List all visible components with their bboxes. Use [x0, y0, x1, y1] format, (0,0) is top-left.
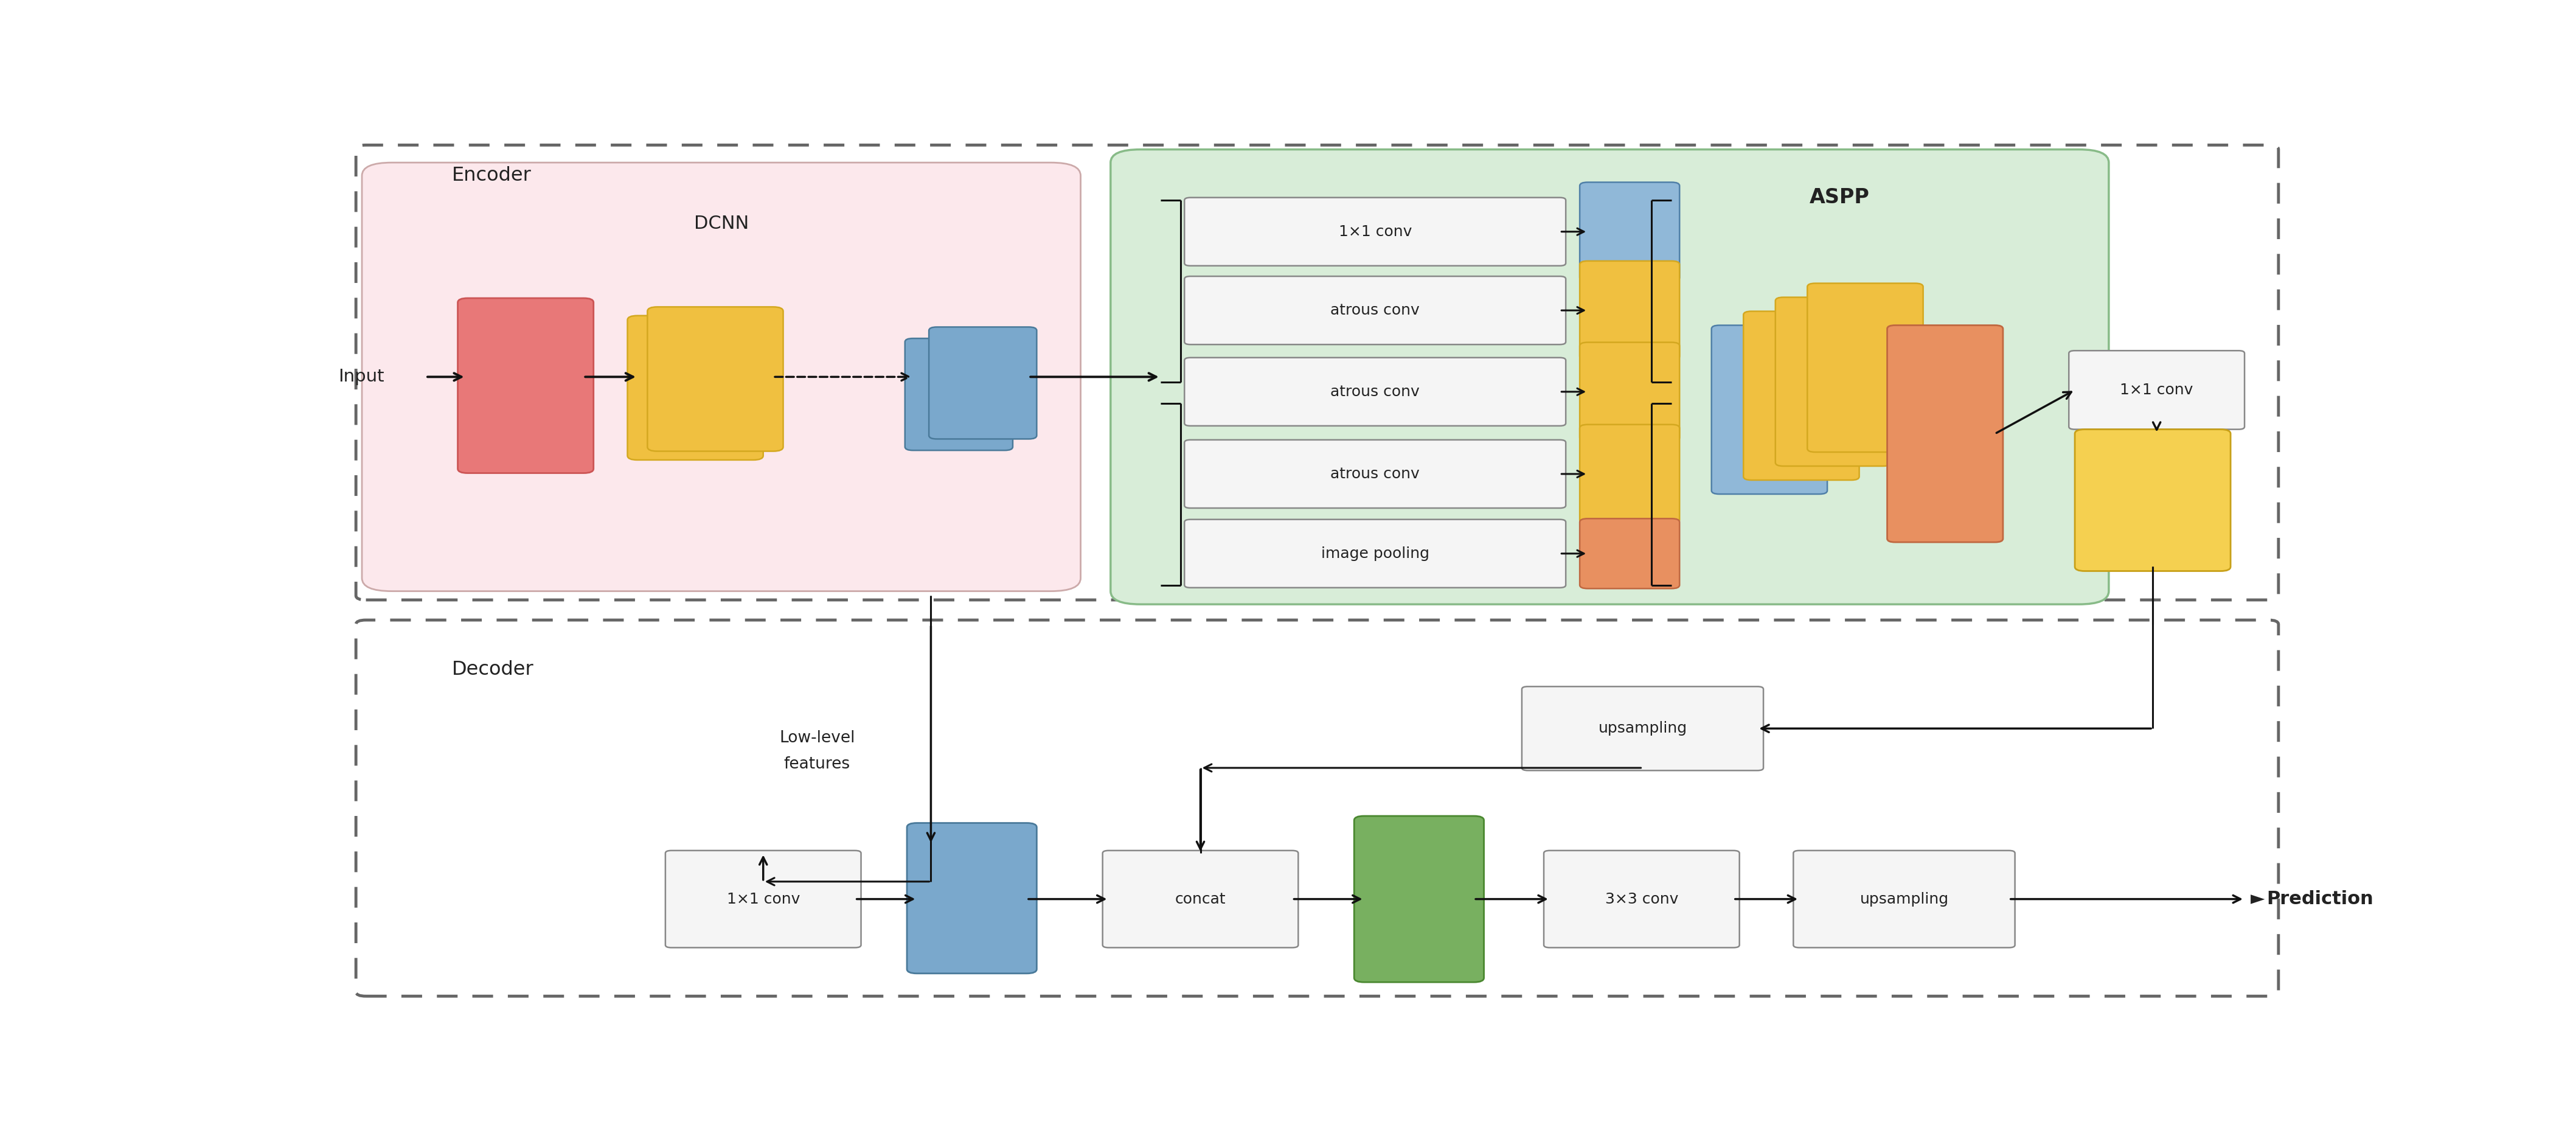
Text: DCNN: DCNN: [693, 215, 750, 233]
Text: 1×1 conv: 1×1 conv: [2120, 383, 2192, 398]
Text: Decoder: Decoder: [451, 660, 533, 679]
Text: atrous conv: atrous conv: [1329, 467, 1419, 482]
FancyBboxPatch shape: [1793, 851, 2014, 947]
FancyBboxPatch shape: [904, 339, 1012, 450]
Text: ►: ►: [2251, 891, 2264, 908]
Text: atrous conv: atrous conv: [1329, 384, 1419, 399]
FancyBboxPatch shape: [629, 316, 762, 460]
FancyBboxPatch shape: [1355, 816, 1484, 983]
Text: image pooling: image pooling: [1321, 546, 1430, 561]
FancyBboxPatch shape: [2069, 351, 2244, 429]
Text: 1×1 conv: 1×1 conv: [726, 892, 799, 907]
Text: 3×3 conv: 3×3 conv: [1605, 892, 1677, 907]
FancyBboxPatch shape: [1808, 283, 1924, 452]
Text: concat: concat: [1175, 892, 1226, 907]
FancyBboxPatch shape: [1185, 519, 1566, 587]
Text: ASPP: ASPP: [1808, 187, 1870, 208]
FancyBboxPatch shape: [1103, 851, 1298, 947]
FancyBboxPatch shape: [459, 298, 592, 473]
FancyBboxPatch shape: [1185, 440, 1566, 508]
FancyBboxPatch shape: [1543, 851, 1739, 947]
FancyBboxPatch shape: [1522, 686, 1765, 770]
Text: features: features: [783, 757, 850, 772]
Text: upsampling: upsampling: [1597, 721, 1687, 736]
FancyBboxPatch shape: [907, 822, 1036, 974]
FancyBboxPatch shape: [1579, 425, 1680, 524]
Text: 1×1 conv: 1×1 conv: [1340, 225, 1412, 239]
FancyBboxPatch shape: [1185, 276, 1566, 344]
FancyBboxPatch shape: [930, 327, 1036, 438]
FancyBboxPatch shape: [1185, 198, 1566, 266]
FancyBboxPatch shape: [1579, 342, 1680, 441]
FancyBboxPatch shape: [1775, 298, 1891, 466]
Text: Input: Input: [337, 368, 384, 385]
FancyBboxPatch shape: [1110, 150, 2110, 604]
FancyBboxPatch shape: [1185, 358, 1566, 426]
FancyBboxPatch shape: [1710, 325, 1826, 494]
FancyBboxPatch shape: [1579, 182, 1680, 281]
FancyBboxPatch shape: [647, 307, 783, 451]
FancyBboxPatch shape: [1579, 261, 1680, 360]
Text: upsampling: upsampling: [1860, 892, 1947, 907]
FancyBboxPatch shape: [1744, 311, 1860, 481]
Text: Low-level: Low-level: [781, 730, 855, 746]
Text: Encoder: Encoder: [451, 166, 531, 185]
Text: atrous conv: atrous conv: [1329, 303, 1419, 318]
FancyBboxPatch shape: [665, 851, 860, 947]
FancyBboxPatch shape: [2074, 429, 2231, 571]
FancyBboxPatch shape: [1579, 518, 1680, 588]
FancyBboxPatch shape: [1888, 325, 2004, 542]
Text: Prediction: Prediction: [2267, 891, 2372, 908]
FancyBboxPatch shape: [361, 162, 1082, 591]
